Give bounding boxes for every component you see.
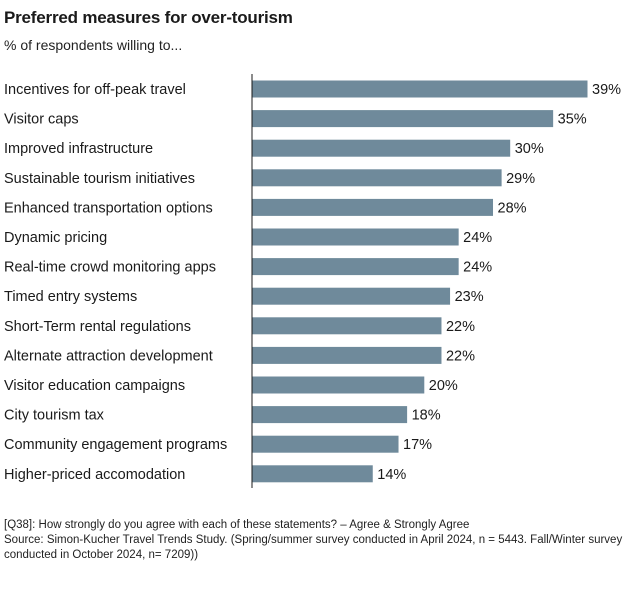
- bar-chart: Incentives for off-peak travel 39% Visitor…: [4, 74, 621, 488]
- bar: [252, 169, 502, 187]
- bar: [252, 406, 408, 424]
- value-label: 14%: [377, 467, 406, 483]
- value-label: 17%: [403, 437, 432, 453]
- bar: [252, 198, 494, 216]
- category-label: City tourism tax: [4, 408, 105, 424]
- value-label: 24%: [463, 260, 492, 276]
- value-label: 18%: [412, 408, 441, 424]
- category-label: Alternate attraction development: [4, 348, 213, 364]
- bar: [252, 258, 459, 276]
- value-label: 30%: [515, 141, 544, 157]
- value-label: 29%: [506, 171, 535, 187]
- category-label: Sustainable tourism initiatives: [4, 171, 195, 187]
- category-label: Real-time crowd monitoring apps: [4, 260, 216, 276]
- value-label: 23%: [455, 289, 484, 305]
- category-label: Visitor education campaigns: [4, 378, 185, 394]
- category-label: Timed entry systems: [4, 289, 137, 305]
- bar: [252, 80, 588, 98]
- bar: [252, 228, 459, 246]
- bar: [252, 287, 451, 305]
- bar: [252, 139, 511, 157]
- category-label: Higher-priced accomodation: [4, 467, 185, 483]
- category-label: Short-Term rental regulations: [4, 319, 191, 335]
- value-label: 22%: [446, 348, 475, 364]
- bar: [252, 465, 373, 483]
- bar: [252, 317, 442, 335]
- question-footnote: [Q38]: How strongly do you agree with ea…: [4, 519, 470, 531]
- bar: [252, 376, 425, 394]
- value-label: 39%: [592, 82, 621, 98]
- bars-layer: Incentives for off-peak travel 39% Visitor…: [4, 74, 621, 488]
- category-label: Visitor caps: [4, 112, 79, 128]
- bar: [252, 435, 399, 453]
- category-label: Dynamic pricing: [4, 230, 107, 246]
- category-label: Community engagement programs: [4, 437, 227, 453]
- value-label: 20%: [429, 378, 458, 394]
- chart-title: Preferred measures for over-tourism: [4, 8, 293, 27]
- value-label: 28%: [498, 200, 527, 216]
- category-label: Enhanced transportation options: [4, 200, 213, 216]
- bar: [252, 346, 442, 364]
- source-note: Source: Simon-Kucher Travel Trends Study…: [4, 534, 623, 561]
- value-label: 22%: [446, 319, 475, 335]
- category-label: Improved infrastructure: [4, 141, 153, 157]
- value-label: 24%: [463, 230, 492, 246]
- chart-subtitle: % of respondents willing to...: [4, 37, 183, 53]
- value-label: 35%: [558, 112, 587, 128]
- bar: [252, 110, 554, 128]
- category-label: Incentives for off-peak travel: [4, 82, 186, 98]
